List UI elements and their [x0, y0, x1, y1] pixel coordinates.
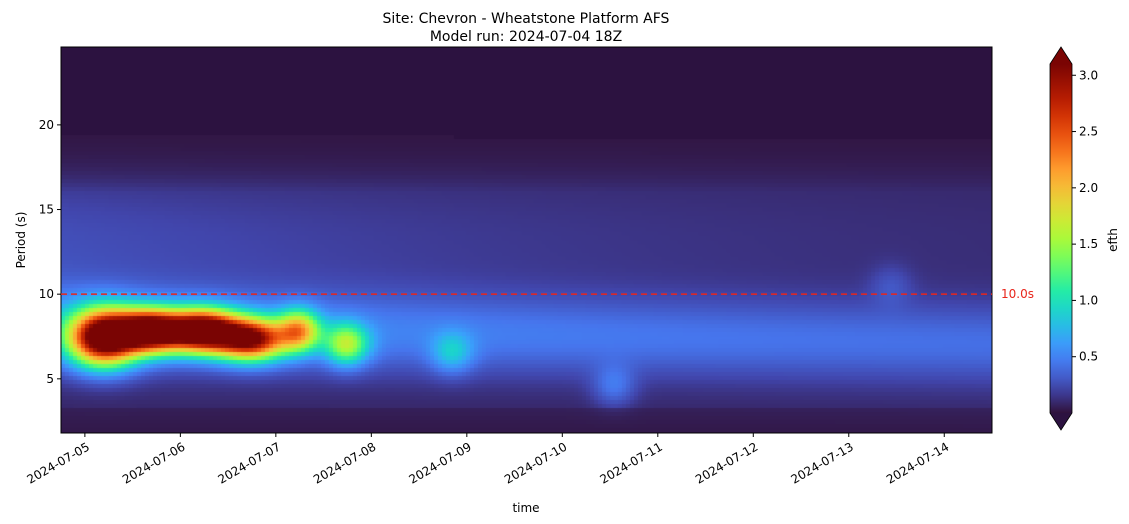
y-axis-label: Period (s) — [14, 212, 28, 269]
reference-line-label: 10.0s — [1001, 287, 1034, 301]
heatmap-plot-area — [60, 46, 993, 434]
colorbar-ticks: 0.5 1.0 1.5 2.0 2.5 3.0 — [1072, 68, 1098, 364]
x-tick-label: 2024-07-07 — [216, 440, 283, 487]
colorbar: 0.5 1.0 1.5 2.0 2.5 3.0 efth — [1049, 46, 1120, 431]
x-tick-label: 2024-07-06 — [120, 440, 187, 487]
y-tick-label: 5 — [46, 372, 54, 386]
colorbar-tick-label: 1.0 — [1079, 293, 1098, 307]
x-tick-label: 2024-07-09 — [407, 440, 474, 487]
colorbar-outline — [1049, 46, 1073, 431]
y-tick-label: 10 — [39, 287, 54, 301]
chart-title: Site: Chevron - Wheatstone Platform AFS — [383, 11, 670, 27]
colorbar-tick-label: 1.5 — [1079, 237, 1098, 251]
colorbar-tick-label: 3.0 — [1079, 68, 1098, 82]
heatmap-canvas — [61, 47, 992, 433]
x-tick-label: 2024-07-05 — [25, 440, 92, 487]
colorbar-extend-under — [1050, 413, 1072, 430]
colorbar-tick-label: 0.5 — [1079, 350, 1098, 364]
x-axis: 2024-07-05 2024-07-06 2024-07-07 2024-07-08… — [25, 433, 951, 487]
x-tick-label: 2024-07-13 — [788, 440, 855, 487]
x-tick-label: 2024-07-10 — [502, 440, 569, 487]
colorbar-tick-label: 2.5 — [1079, 125, 1098, 139]
x-tick-label: 2024-07-14 — [884, 440, 951, 487]
chart-subtitle: Model run: 2024-07-04 18Z — [430, 29, 622, 45]
y-tick-label: 20 — [39, 118, 54, 132]
x-axis-label: time — [512, 501, 539, 515]
x-tick-label: 2024-07-12 — [693, 440, 760, 487]
colorbar-tick-label: 2.0 — [1079, 181, 1098, 195]
x-tick-label: 2024-07-11 — [597, 440, 664, 487]
y-axis: 5 10 15 20 — [39, 118, 61, 386]
plot-frame — [60, 46, 993, 434]
colorbar-extend-over — [1050, 47, 1072, 64]
y-tick-label: 15 — [39, 203, 54, 217]
colorbar-label: efth — [1106, 228, 1120, 252]
colorbar-gradient — [1050, 64, 1072, 413]
x-tick-label: 2024-07-08 — [311, 440, 378, 487]
